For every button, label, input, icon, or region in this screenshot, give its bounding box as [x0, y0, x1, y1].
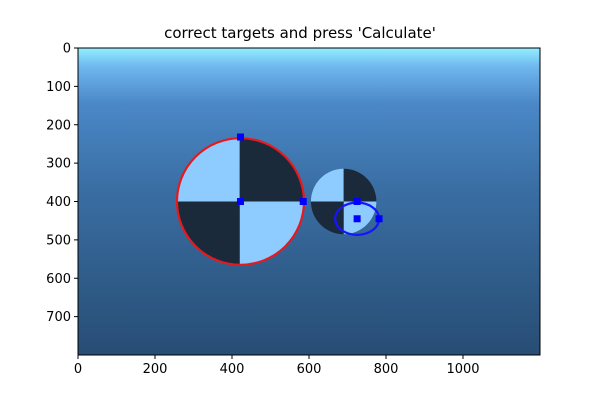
y-tick-label: 0 — [63, 42, 71, 57]
small-right-handle[interactable] — [375, 215, 383, 223]
x-axis: 0 200 400 600 800 1000 — [74, 355, 480, 377]
y-tick-label: 200 — [46, 118, 71, 133]
y-tick-label: 400 — [46, 195, 71, 210]
y-tick-label: 700 — [46, 310, 71, 325]
large-center-handle[interactable] — [236, 198, 244, 205]
target-quadrant — [310, 168, 344, 202]
targets-layer — [176, 137, 377, 266]
small-center-handle[interactable] — [353, 215, 361, 223]
target-quadrant — [176, 137, 240, 202]
window-title: correct targets and press 'Calculate' — [164, 24, 436, 42]
x-tick-label: 200 — [143, 362, 168, 377]
y-axis: 0 100 200 300 400 500 600 700 — [46, 42, 78, 325]
small-top-handle[interactable] — [353, 198, 361, 205]
target-quadrant — [343, 168, 377, 202]
large-top-handle[interactable] — [236, 133, 244, 141]
y-tick-label: 100 — [46, 80, 71, 95]
markers-layer — [236, 133, 383, 223]
target-quadrant — [239, 201, 304, 266]
x-tick-label: 800 — [374, 362, 399, 377]
camera-image[interactable] — [78, 48, 540, 355]
small-target — [310, 168, 377, 235]
target-quadrant — [176, 201, 240, 266]
x-tick-label: 1000 — [446, 362, 479, 377]
y-tick-label: 300 — [46, 157, 71, 172]
target-quadrant — [239, 137, 304, 202]
y-tick-label: 500 — [46, 233, 71, 248]
target-quadrant — [310, 201, 344, 235]
large-target — [176, 137, 304, 266]
x-tick-label: 400 — [220, 362, 245, 377]
x-tick-label: 600 — [297, 362, 322, 377]
y-tick-label: 600 — [46, 272, 71, 287]
large-right-handle[interactable] — [299, 198, 307, 205]
x-tick-label: 0 — [74, 362, 82, 377]
